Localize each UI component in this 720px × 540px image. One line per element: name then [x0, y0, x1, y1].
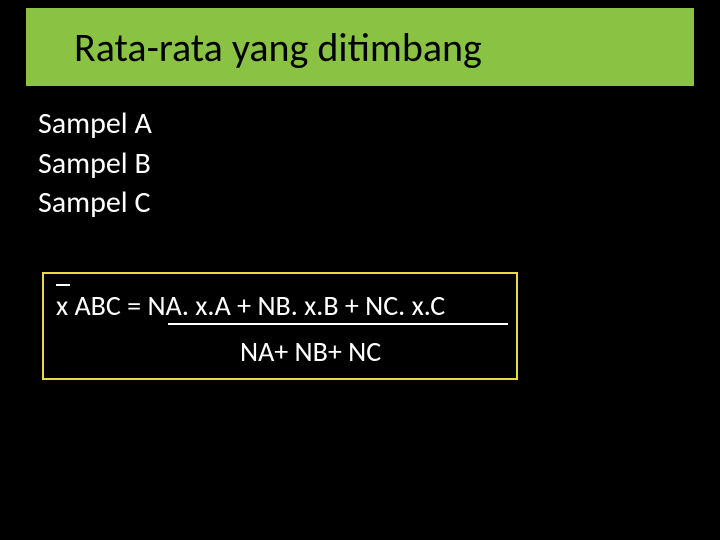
sample-a-label: Sampel A — [38, 104, 152, 144]
title-bar: Rata-rata yang ditimbang — [26, 8, 694, 86]
formula-denominator: NA+ NB+ NC — [240, 334, 381, 369]
x-bar-symbol: x — [56, 288, 68, 323]
x-bar-letter: x — [56, 288, 68, 323]
sample-list: Sampel A Sampel B Sampel C — [38, 104, 152, 223]
fraction-line — [168, 323, 508, 325]
sample-c-label: Sampel C — [38, 183, 152, 223]
overline-icon — [56, 284, 70, 286]
formula-numerator: NA. x.A + NB. x.B + NC. x.C — [147, 288, 445, 323]
slide-title: Rata-rata yang ditimbang — [74, 23, 482, 72]
sample-b-label: Sampel B — [38, 144, 152, 184]
formula-box: x ABC = NA. x.A + NB. x.B + NC. x.C NA+ … — [42, 272, 518, 380]
formula-lhs-suffix: ABC = — [68, 288, 147, 323]
formula-numerator-row: x ABC = NA. x.A + NB. x.B + NC. x.C — [56, 288, 445, 323]
